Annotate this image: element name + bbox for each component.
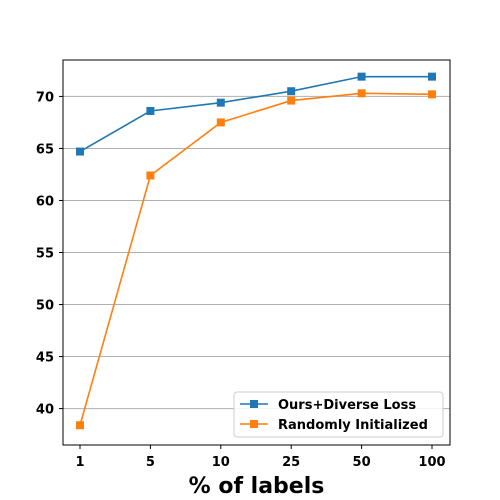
series-1	[76, 72, 436, 156]
data-point	[428, 72, 436, 81]
data-point	[357, 72, 366, 81]
y-axis: 40 45 50 55 60 65 70	[36, 90, 63, 418]
series-2	[76, 89, 436, 430]
series-line	[79, 92, 433, 426]
y-tick-label: 65	[36, 142, 54, 157]
data-point	[146, 171, 155, 180]
x-tick-label: 5	[146, 455, 155, 470]
data-point	[146, 106, 155, 115]
data-point	[428, 90, 436, 99]
data-point	[76, 147, 84, 156]
y-tick-label: 60	[36, 194, 54, 209]
legend-marker	[250, 420, 258, 428]
legend-label: Randomly Initialized	[278, 418, 428, 433]
legend: Ours+Diverse Loss Randomly Initialized	[233, 391, 444, 438]
y-tick-label: 45	[36, 351, 54, 366]
data-point	[357, 89, 366, 98]
y-tick-label: 55	[36, 247, 54, 262]
y-tick-label: 50	[36, 299, 54, 314]
x-tick-label: 100	[418, 455, 445, 470]
grid-lines	[63, 95, 450, 410]
y-tick-label: 70	[36, 90, 54, 105]
x-tick-label: 1	[75, 455, 84, 470]
legend-box	[233, 391, 444, 438]
legend-marker	[250, 400, 258, 408]
x-tick-label: 25	[282, 455, 300, 470]
data-point	[76, 421, 84, 430]
x-axis: 1 5 10 25 50 100	[75, 445, 446, 470]
data-point	[287, 96, 296, 105]
data-point	[216, 118, 225, 127]
x-axis-title: % of labels	[189, 474, 325, 499]
data-point	[287, 87, 296, 96]
data-point	[216, 98, 225, 107]
x-tick-label: 50	[353, 455, 371, 470]
x-tick-label: 10	[212, 455, 230, 470]
series-line	[79, 75, 432, 153]
series-layer	[76, 72, 436, 430]
y-tick-label: 40	[36, 403, 54, 418]
legend-label: Ours+Diverse Loss	[278, 398, 416, 413]
